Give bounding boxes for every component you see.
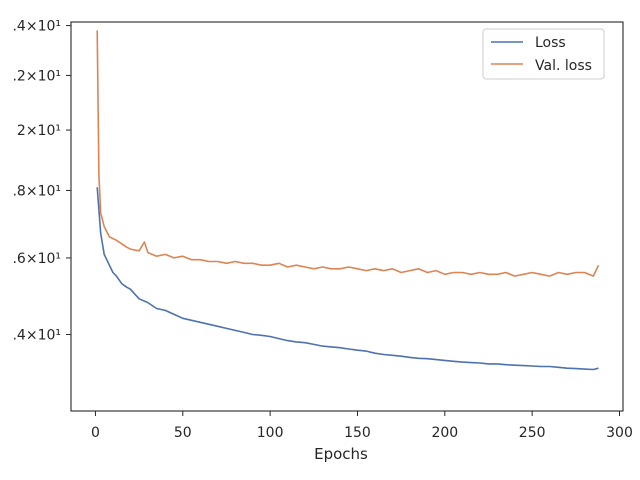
y-tick-label: .4×10¹ xyxy=(12,327,61,343)
x-axis-ticks: 0 50 100 150 200 250 300 xyxy=(91,411,633,441)
series-line-loss xyxy=(96,187,599,371)
legend: Loss Val. loss xyxy=(482,28,605,80)
x-tick-label: 200 xyxy=(431,425,458,441)
series-lines xyxy=(96,30,600,371)
legend-label-val-loss: Val. loss xyxy=(535,58,592,74)
plot-frame xyxy=(70,21,624,412)
x-axis-label: Epochs xyxy=(314,445,368,463)
x-tick-label: 100 xyxy=(257,425,284,441)
x-tick-label: 0 xyxy=(91,425,100,441)
y-axis-ticks: .4×10¹ .6×10¹ .8×10¹ 2×10¹ .2×10¹ .4×10¹ xyxy=(12,19,71,343)
y-tick-label: .6×10¹ xyxy=(12,251,61,267)
x-tick-label: 300 xyxy=(606,425,633,441)
y-tick-label: 2×10¹ xyxy=(17,123,61,139)
y-tick-label: .8×10¹ xyxy=(12,183,61,199)
x-tick-label: 50 xyxy=(174,425,192,441)
series-line-val-loss xyxy=(96,30,600,277)
y-tick-label: .2×10¹ xyxy=(12,68,61,84)
x-tick-label: 250 xyxy=(519,425,546,441)
legend-label-loss: Loss xyxy=(535,35,566,51)
plot-area: 0 50 100 150 200 250 300 .4×10¹ .6×10¹ .8×10¹ 2×1… xyxy=(12,19,632,441)
y-tick-label: .4×10¹ xyxy=(12,19,61,35)
x-tick-label: 150 xyxy=(344,425,371,441)
